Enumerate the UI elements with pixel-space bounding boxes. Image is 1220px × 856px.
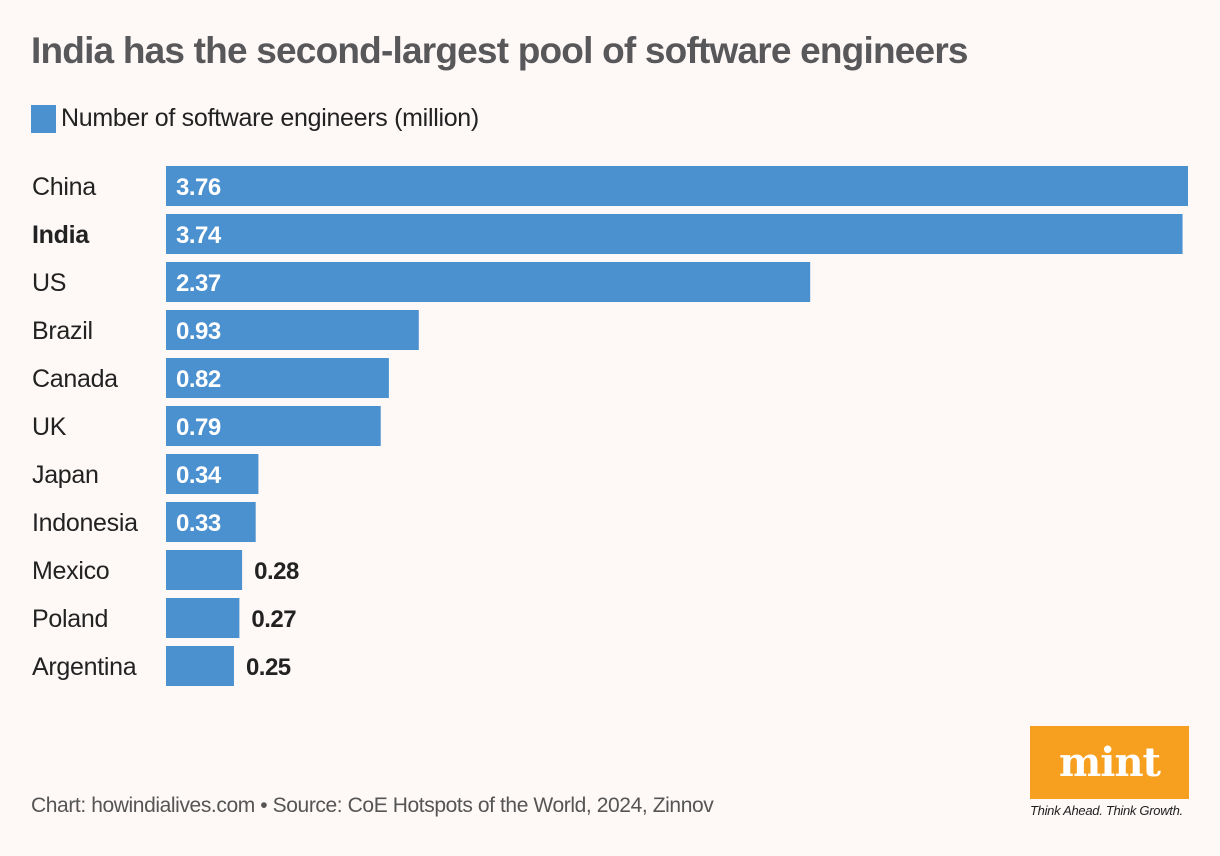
bar-poland (166, 598, 240, 638)
category-label-poland: Poland (32, 605, 108, 633)
source-note: Chart: howindialives.com • Source: CoE H… (31, 794, 714, 817)
bar-uk (166, 406, 381, 446)
logo-tagline: Think Ahead. Think Growth. (1030, 803, 1183, 818)
category-label-japan: Japan (32, 461, 99, 489)
value-label-japan: 0.34 (176, 462, 222, 489)
value-label-mexico: 0.28 (254, 558, 299, 585)
bar-indonesia (166, 502, 256, 542)
category-label-india: India (32, 221, 90, 249)
bar-mexico (166, 550, 243, 590)
bar-india (166, 214, 1183, 254)
category-label-argentina: Argentina (32, 653, 137, 681)
bar-us (166, 262, 811, 302)
value-label-india: 3.74 (176, 222, 222, 249)
bar-brazil (166, 310, 419, 350)
category-label-china: China (32, 173, 96, 201)
legend-swatch (31, 104, 56, 133)
value-label-indonesia: 0.33 (176, 510, 221, 537)
mint-logo: mint (1030, 726, 1189, 799)
value-label-canada: 0.82 (176, 366, 221, 393)
chart-title: India has the second-largest pool of sof… (31, 30, 969, 71)
bar-china (166, 166, 1188, 206)
category-label-uk: UK (32, 413, 67, 441)
value-label-argentina: 0.25 (246, 654, 291, 681)
logo-text: mint (1058, 739, 1161, 786)
legend-label: Number of software engineers (million) (61, 104, 479, 132)
category-label-brazil: Brazil (32, 317, 93, 345)
bar-japan (166, 454, 259, 494)
value-label-china: 3.76 (176, 174, 221, 201)
category-label-canada: Canada (32, 365, 118, 393)
value-label-us: 2.37 (176, 270, 221, 297)
bar-canada (166, 358, 389, 398)
bar-argentina (166, 646, 234, 686)
value-label-uk: 0.79 (176, 414, 221, 441)
category-label-us: US (32, 269, 66, 297)
category-label-mexico: Mexico (32, 557, 109, 585)
value-label-poland: 0.27 (251, 606, 296, 633)
value-label-brazil: 0.93 (176, 318, 221, 345)
legend: Number of software engineers (million) (31, 104, 479, 133)
category-label-indonesia: Indonesia (32, 509, 138, 537)
